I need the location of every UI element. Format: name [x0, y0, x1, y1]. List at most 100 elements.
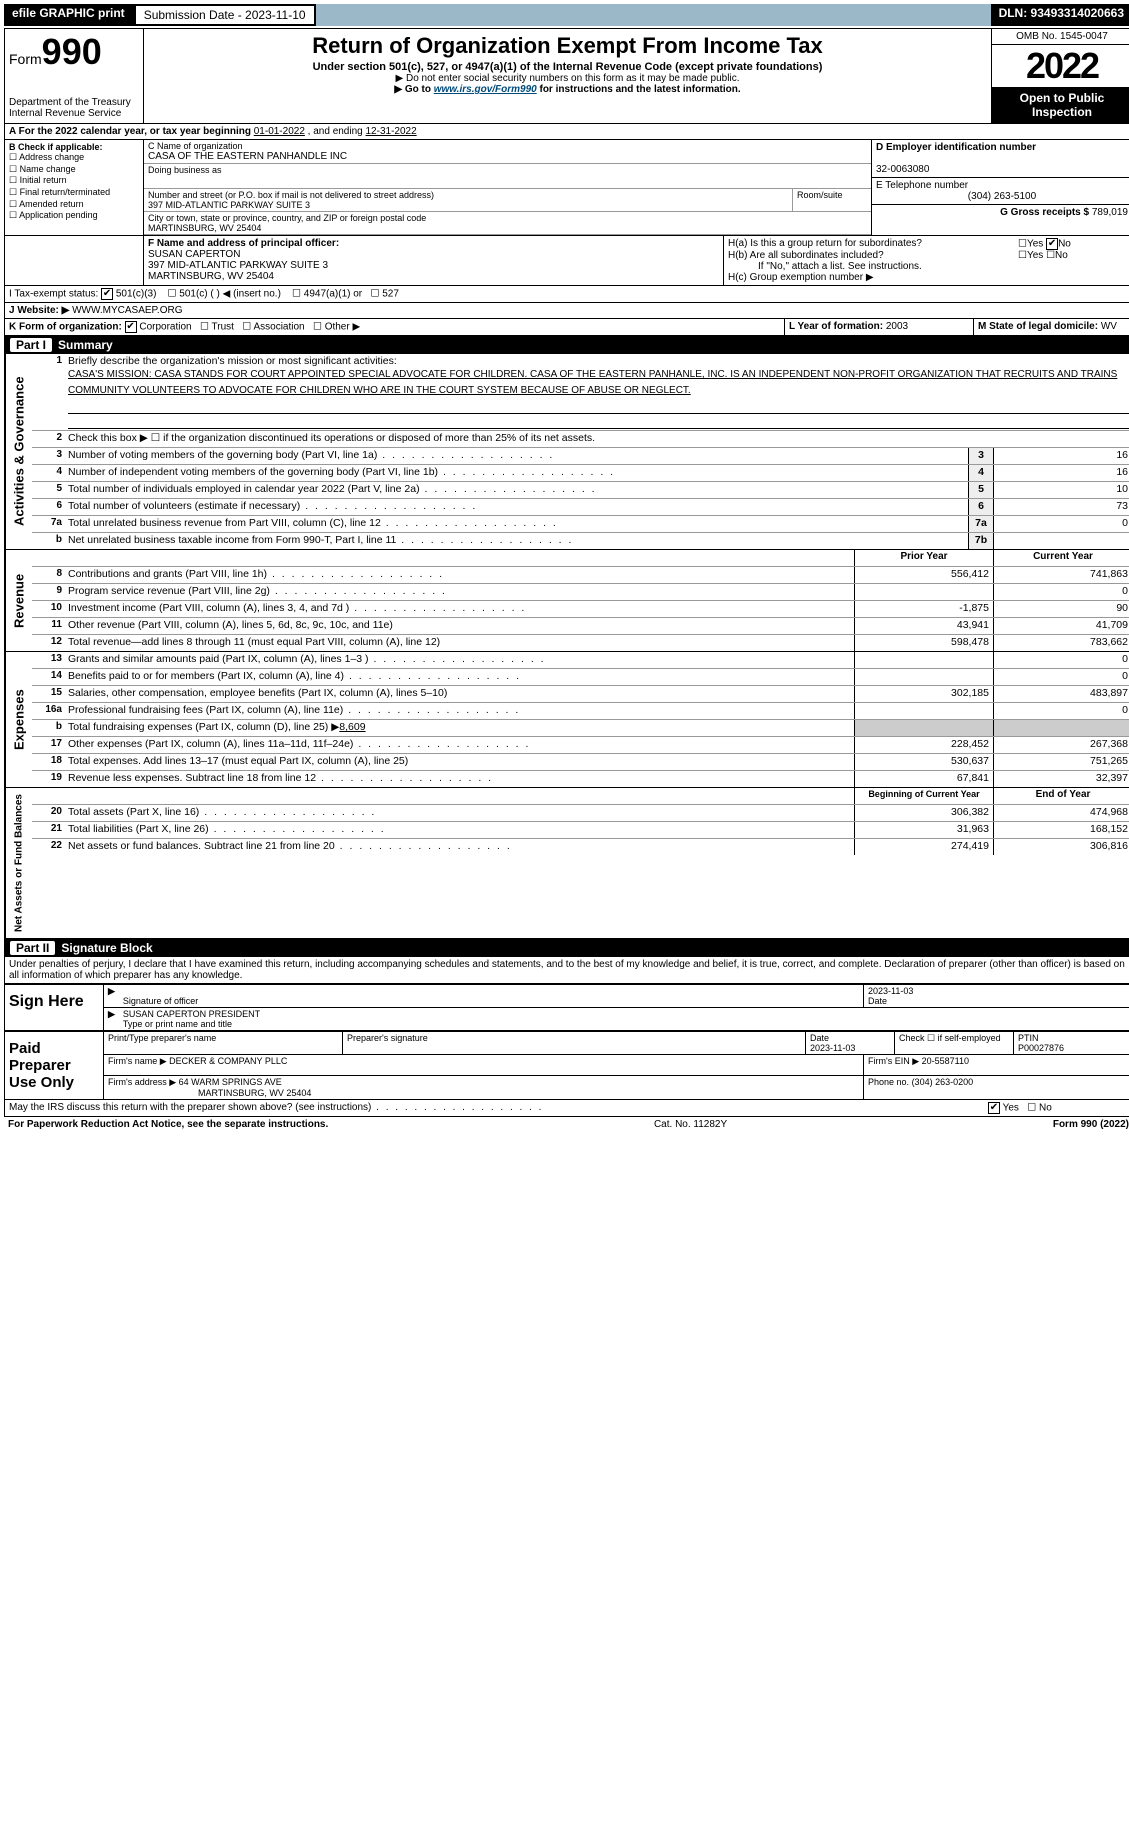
efile-label: efile GRAPHIC print [4, 4, 134, 26]
chk-address-change[interactable]: Address change [9, 152, 139, 164]
hc-label: H(c) Group exemption number ▶ [728, 272, 1128, 283]
gross-receipts: 789,019 [1092, 207, 1128, 218]
penalties-text: Under penalties of perjury, I declare th… [4, 957, 1129, 984]
l2-text: Check this box ▶ ☐ if the organization d… [66, 431, 1129, 447]
phone: (304) 263-5100 [876, 191, 1128, 202]
ptin: P00027876 [1018, 1043, 1064, 1053]
sign-here-label: Sign Here [5, 985, 104, 1030]
k-corp-chk[interactable] [125, 321, 137, 333]
note-goto: ▶ Go to www.irs.gov/Form990 for instruct… [148, 84, 987, 95]
hb-label: H(b) Are all subordinates included? [728, 250, 1018, 261]
chk-amended[interactable]: Amended return [9, 199, 139, 211]
chk-final-return[interactable]: Final return/terminated [9, 187, 139, 199]
l13-text: Grants and similar amounts paid (Part IX… [66, 652, 854, 668]
l14-text: Benefits paid to or for members (Part IX… [66, 669, 854, 685]
chk-name-change[interactable]: Name change [9, 164, 139, 176]
org-addr: 397 MID-ATLANTIC PARKWAY SUITE 3 [148, 200, 310, 210]
room-label: Room/suite [792, 189, 871, 211]
irs-line: Internal Revenue Service [9, 108, 139, 119]
l9-text: Program service revenue (Part VIII, line… [66, 584, 854, 600]
city-label: City or town, state or province, country… [148, 213, 426, 223]
footer-right: Form 990 (2022) [1053, 1119, 1129, 1130]
l16b-text: Total fundraising expenses (Part IX, col… [68, 721, 339, 733]
page-footer: For Paperwork Reduction Act Notice, see … [4, 1117, 1129, 1132]
typed-name: SUSAN CAPERTON PRESIDENT [123, 1009, 260, 1019]
l8-text: Contributions and grants (Part VIII, lin… [66, 567, 854, 583]
submission-date: Submission Date - 2023-11-10 [134, 4, 316, 26]
hb-note: If "No," attach a list. See instructions… [728, 261, 1128, 272]
l6-text: Total number of volunteers (estimate if … [66, 499, 968, 515]
l7a-text: Total unrelated business revenue from Pa… [66, 516, 968, 532]
l20-text: Total assets (Part X, line 16) [66, 805, 854, 821]
sig-date-label: Date [868, 996, 887, 1006]
hdr-eoy: End of Year [993, 788, 1129, 804]
l10-text: Investment income (Part VIII, column (A)… [66, 601, 854, 617]
hdr-prior: Prior Year [854, 550, 993, 566]
discuss-text: May the IRS discuss this return with the… [5, 1100, 984, 1116]
ein: 32-0063080 [876, 164, 929, 175]
vlabel-expenses: Expenses [5, 652, 32, 787]
l15-text: Salaries, other compensation, employee b… [66, 686, 854, 702]
part1-header: Part I Summary [4, 336, 1129, 354]
l3-text: Number of voting members of the governin… [66, 448, 968, 464]
state-domicile: WV [1101, 321, 1117, 332]
arrow-icon: ▶ [104, 985, 119, 1007]
website: WWW.MYCASAEP.ORG [72, 305, 182, 316]
firm-addr1: 64 WARM SPRINGS AVE [179, 1077, 282, 1087]
form-title: Return of Organization Exempt From Incom… [148, 33, 987, 59]
dba-label: Doing business as [148, 165, 222, 175]
period-line: A For the 2022 calendar year, or tax yea… [5, 124, 421, 139]
footer-left: For Paperwork Reduction Act Notice, see … [8, 1119, 328, 1130]
dept-treasury: Department of the Treasury [9, 97, 139, 108]
vlabel-activities: Activities & Governance [5, 354, 32, 549]
ha-no-chk[interactable] [1046, 238, 1058, 250]
officer-addr2: MARTINSBURG, WV 25404 [148, 271, 274, 282]
j-label: J Website: ▶ [9, 305, 69, 316]
l16a-text: Professional fundraising fees (Part IX, … [66, 703, 854, 719]
chk-app-pending[interactable]: Application pending [9, 210, 139, 222]
arrow-icon: ▶ [104, 1008, 119, 1030]
l1-label: Briefly describe the organization's miss… [68, 355, 397, 367]
firm-addr2: MARTINSBURG, WV 25404 [108, 1088, 311, 1098]
prep-date: 2023-11-03 [810, 1043, 855, 1053]
f-label: F Name and address of principal officer: [148, 238, 339, 249]
tax-year: 2022 [992, 45, 1129, 87]
l18-text: Total expenses. Add lines 13–17 (must eq… [66, 754, 854, 770]
irs-link[interactable]: www.irs.gov/Form990 [434, 84, 537, 95]
efile-topbar: efile GRAPHIC print Submission Date - 20… [4, 4, 1129, 26]
section-activities: Activities & Governance 1 Briefly descri… [4, 354, 1129, 550]
section-netassets: Net Assets or Fund Balances Beginning of… [4, 788, 1129, 939]
omb-no: OMB No. 1545-0047 [992, 29, 1129, 45]
form-subtitle: Under section 501(c), 527, or 4947(a)(1)… [148, 61, 987, 73]
chk-initial-return[interactable]: Initial return [9, 175, 139, 187]
dln: DLN: 93493314020663 [991, 4, 1129, 26]
org-name: CASA OF THE EASTERN PANHANDLE INC [148, 151, 347, 162]
l7b-val [993, 533, 1129, 549]
discuss-yes-chk[interactable] [988, 1102, 1000, 1114]
e-phone-label: E Telephone number [876, 180, 968, 191]
l4-val: 16 [993, 465, 1129, 481]
c-name-label: C Name of organization [148, 141, 243, 151]
vlabel-revenue: Revenue [5, 550, 32, 651]
l17-text: Other expenses (Part IX, column (A), lin… [66, 737, 854, 753]
sig-officer-label: Signature of officer [123, 996, 198, 1006]
officer-addr1: 397 MID-ATLANTIC PARKWAY SUITE 3 [148, 260, 328, 271]
hdr-current: Current Year [993, 550, 1129, 566]
l4-text: Number of independent voting members of … [66, 465, 968, 481]
d-ein-label: D Employer identification number [876, 142, 1036, 153]
i-501c3-chk[interactable] [101, 288, 113, 300]
part2-header: Part II Signature Block [4, 939, 1129, 957]
l5-val: 10 [993, 482, 1129, 498]
typed-label: Type or print name and title [123, 1019, 232, 1029]
g-gross-label: G Gross receipts $ [1000, 207, 1089, 218]
l5-text: Total number of individuals employed in … [66, 482, 968, 498]
l11-text: Other revenue (Part VIII, column (A), li… [66, 618, 854, 634]
section-expenses: Expenses 13Grants and similar amounts pa… [4, 652, 1129, 788]
l7a-val: 0 [993, 516, 1129, 532]
firm-phone: (304) 263-0200 [912, 1077, 974, 1087]
l12-text: Total revenue—add lines 8 through 11 (mu… [66, 635, 854, 651]
firm-name: DECKER & COMPANY PLLC [169, 1056, 287, 1066]
l6-val: 73 [993, 499, 1129, 515]
paid-preparer-label: Paid Preparer Use Only [5, 1032, 104, 1099]
l-label: L Year of formation: [789, 321, 883, 332]
